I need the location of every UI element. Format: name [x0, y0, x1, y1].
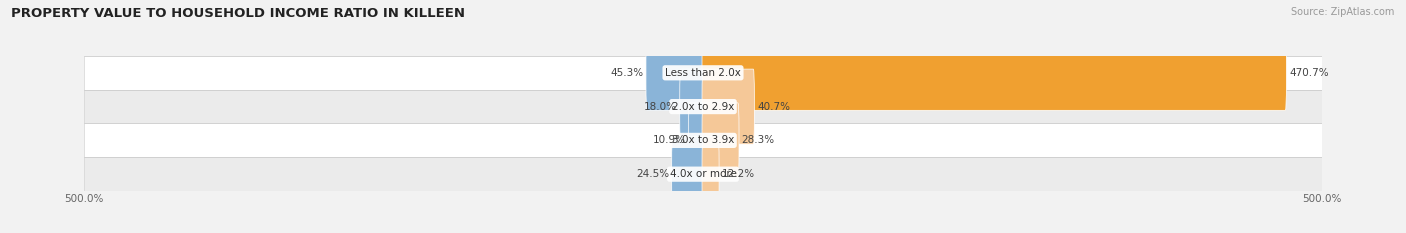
Text: 3.0x to 3.9x: 3.0x to 3.9x: [672, 135, 734, 145]
FancyBboxPatch shape: [702, 137, 718, 212]
FancyBboxPatch shape: [702, 103, 740, 178]
FancyBboxPatch shape: [84, 90, 1322, 123]
FancyBboxPatch shape: [84, 56, 1322, 90]
Text: Less than 2.0x: Less than 2.0x: [665, 68, 741, 78]
Text: PROPERTY VALUE TO HOUSEHOLD INCOME RATIO IN KILLEEN: PROPERTY VALUE TO HOUSEHOLD INCOME RATIO…: [11, 7, 465, 20]
FancyBboxPatch shape: [702, 35, 1286, 110]
Text: 10.9%: 10.9%: [652, 135, 686, 145]
Text: 24.5%: 24.5%: [636, 169, 669, 179]
FancyBboxPatch shape: [645, 35, 704, 110]
Text: 12.2%: 12.2%: [721, 169, 755, 179]
Text: 28.3%: 28.3%: [742, 135, 775, 145]
Text: 470.7%: 470.7%: [1289, 68, 1329, 78]
Text: 18.0%: 18.0%: [644, 102, 678, 112]
Text: 45.3%: 45.3%: [610, 68, 643, 78]
FancyBboxPatch shape: [689, 103, 704, 178]
FancyBboxPatch shape: [84, 123, 1322, 157]
Text: 4.0x or more: 4.0x or more: [669, 169, 737, 179]
FancyBboxPatch shape: [672, 137, 704, 212]
FancyBboxPatch shape: [702, 69, 755, 144]
Text: Source: ZipAtlas.com: Source: ZipAtlas.com: [1291, 7, 1395, 17]
Text: 40.7%: 40.7%: [756, 102, 790, 112]
Text: 2.0x to 2.9x: 2.0x to 2.9x: [672, 102, 734, 112]
FancyBboxPatch shape: [679, 69, 704, 144]
FancyBboxPatch shape: [84, 157, 1322, 191]
